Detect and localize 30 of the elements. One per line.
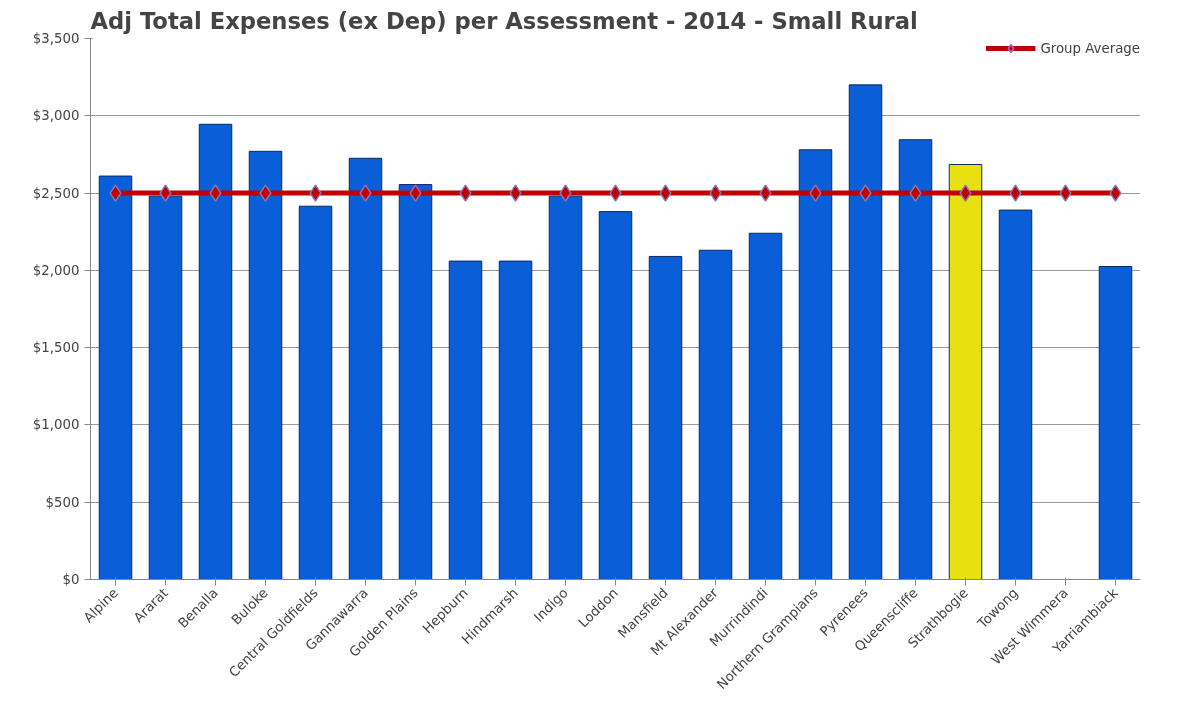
y-tick-label: $500	[45, 494, 80, 510]
bar	[248, 150, 283, 580]
bar	[998, 209, 1033, 580]
chart-title: Adj Total Expenses (ex Dep) per Assessment - 2014 - Small Rural	[90, 7, 918, 34]
bar	[148, 195, 183, 580]
y-tick-label: $3,500	[32, 31, 80, 46]
bar	[848, 84, 883, 580]
bar	[898, 139, 933, 580]
y-tick-label: $1,500	[32, 340, 80, 356]
bar	[1098, 265, 1133, 580]
legend-label: Group Average	[1040, 40, 1140, 56]
bar	[548, 195, 583, 580]
bar	[198, 123, 233, 580]
y-tick-label: $1,000	[32, 417, 80, 433]
bar	[498, 260, 533, 580]
bar	[348, 157, 383, 580]
bar	[948, 163, 983, 580]
bar	[798, 149, 833, 580]
bar	[698, 249, 733, 580]
bar	[98, 175, 133, 580]
bar	[648, 255, 683, 580]
y-tick-label: $2,500	[32, 185, 80, 201]
bar	[748, 232, 783, 580]
y-tick-label: $0	[62, 572, 80, 587]
bar	[598, 211, 633, 580]
bar	[398, 184, 433, 580]
y-tick-label: $3,000	[32, 108, 80, 124]
y-tick-label: $2,000	[32, 262, 80, 278]
bar	[298, 205, 333, 580]
bar	[448, 260, 483, 580]
